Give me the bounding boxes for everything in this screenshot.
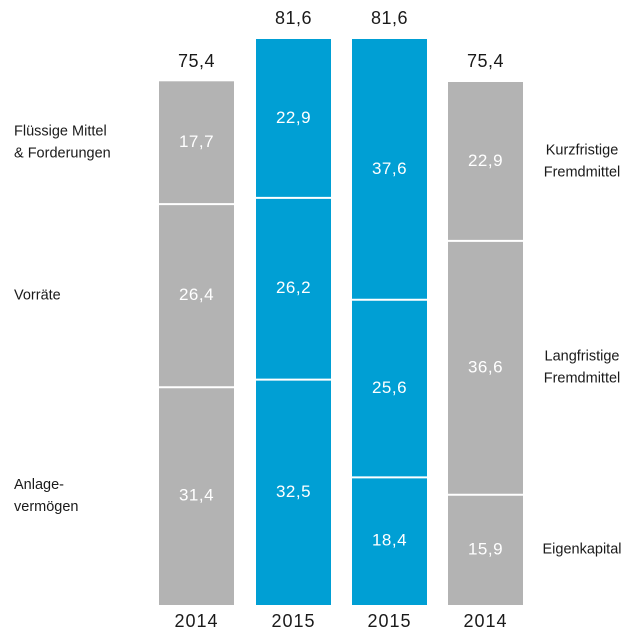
- bar-total: 81,6: [371, 8, 408, 28]
- bar-segment: [256, 379, 331, 605]
- x-tick-label: 2014: [463, 611, 507, 631]
- x-tick-label: 2014: [174, 611, 218, 631]
- bar-segment: [352, 299, 427, 478]
- bar-total: 75,4: [467, 51, 504, 71]
- bar-segment: [159, 204, 234, 388]
- segment-label: 31,4: [179, 486, 214, 505]
- bar-segment: [159, 81, 234, 205]
- side-label: Langfristige: [545, 349, 620, 365]
- segment-label: 22,9: [468, 151, 503, 170]
- bar-total: 81,6: [275, 8, 312, 28]
- side-label: Kurzfristige: [546, 142, 619, 158]
- segment-label: 26,4: [179, 285, 214, 304]
- side-label: Fremdmittel: [544, 371, 621, 387]
- bar-segment: [352, 477, 427, 605]
- x-tick-label: 2015: [271, 611, 315, 631]
- segment-label: 32,5: [276, 482, 311, 501]
- segment-label: 17,7: [179, 132, 214, 151]
- bar-segment: [256, 39, 331, 198]
- side-label: vermögen: [14, 499, 78, 515]
- bar-segment: [448, 240, 523, 495]
- side-label: Vorräte: [14, 287, 61, 303]
- side-label: Anlage-: [14, 477, 64, 493]
- segment-label: 15,9: [468, 539, 503, 558]
- side-label: Fremdmittel: [544, 164, 621, 180]
- bar-segment: [256, 197, 331, 380]
- bar-segment: [159, 387, 234, 605]
- side-label: & Forderungen: [14, 146, 111, 162]
- side-label: Flüssige Mittel: [14, 124, 107, 140]
- x-tick-label: 2015: [367, 611, 411, 631]
- segment-label: 36,6: [468, 357, 503, 376]
- bar-segment: [448, 82, 523, 241]
- bar-segment: [352, 39, 427, 300]
- segment-label: 22,9: [276, 108, 311, 127]
- segment-label: 18,4: [372, 531, 407, 550]
- side-label: Eigenkapital: [543, 542, 622, 558]
- bar-total: 75,4: [178, 51, 215, 71]
- segment-label: 25,6: [372, 378, 407, 397]
- bar-segment: [448, 494, 523, 605]
- segment-label: 37,6: [372, 159, 407, 178]
- segment-label: 26,2: [276, 278, 311, 297]
